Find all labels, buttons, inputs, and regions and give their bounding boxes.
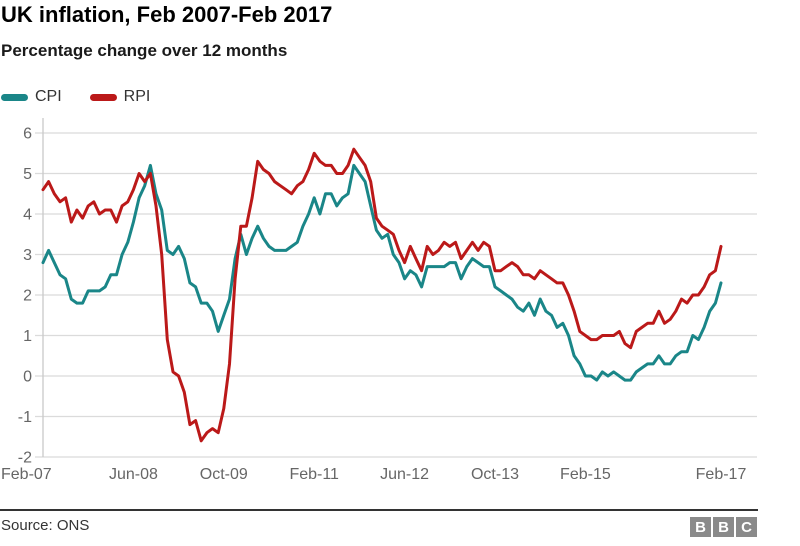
x-tick-label: Oct-09 xyxy=(200,466,248,483)
bbc-logo-block-c: C xyxy=(736,517,757,537)
rpi-line-swatch xyxy=(89,93,117,101)
rpi-line xyxy=(41,147,723,443)
legend-item-rpi: RPI xyxy=(89,88,151,106)
x-tick-label: Jun-12 xyxy=(380,466,429,483)
x-tick-label: Oct-13 xyxy=(471,466,519,483)
y-tick-label: 3 xyxy=(23,247,32,264)
x-tick-label: Feb-07 xyxy=(1,466,52,483)
cpi-line xyxy=(41,163,723,382)
chart-subtitle: Percentage change over 12 months xyxy=(1,41,288,60)
bbc-logo-block-b2: B xyxy=(713,517,734,537)
y-tick-label: 5 xyxy=(23,166,32,183)
legend-label-cpi: CPI xyxy=(35,88,62,105)
y-tick-label: 1 xyxy=(23,328,32,345)
x-tick-label: Jun-08 xyxy=(109,466,158,483)
y-tick-label: 4 xyxy=(23,207,32,224)
footer-divider xyxy=(0,509,758,511)
y-tick-label: -1 xyxy=(18,409,32,426)
x-tick-label: Feb-17 xyxy=(696,466,747,483)
y-tick-label: -2 xyxy=(18,450,32,467)
cpi-line-swatch xyxy=(1,93,28,101)
source-caption: Source: ONS xyxy=(1,517,90,534)
legend: CPI RPI xyxy=(1,87,178,107)
legend-item-cpi: CPI xyxy=(1,88,62,106)
y-tick-label: 0 xyxy=(23,369,32,386)
x-tick-label: Feb-15 xyxy=(560,466,611,483)
bbc-logo-block-b1: B xyxy=(690,517,711,537)
page-title: UK inflation, Feb 2007-Feb 2017 xyxy=(1,2,333,27)
legend-label-rpi: RPI xyxy=(123,88,151,105)
bbc-logo: B B C xyxy=(688,517,757,537)
y-tick-label: 2 xyxy=(23,288,32,305)
y-tick-label: 6 xyxy=(23,126,32,143)
x-tick-label: Feb-11 xyxy=(289,466,339,483)
